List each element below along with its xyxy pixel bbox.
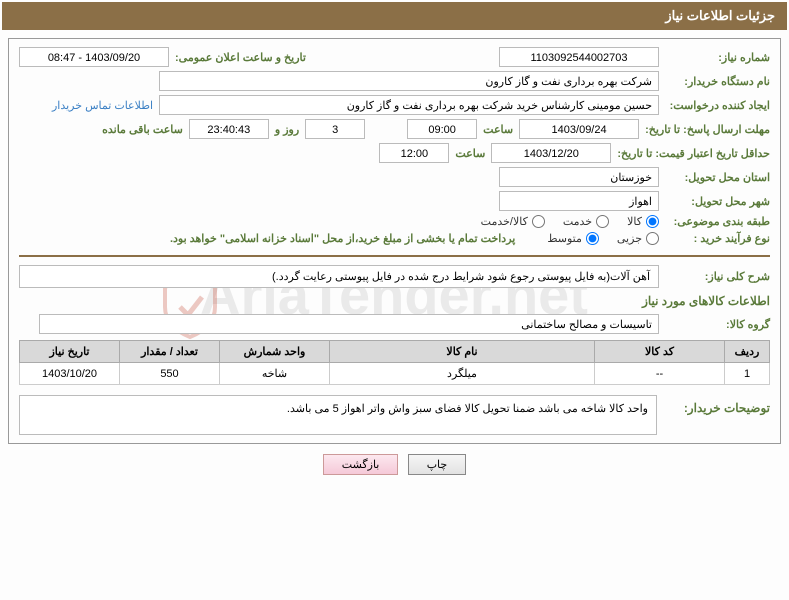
radio-medium-label: متوسط	[547, 232, 582, 245]
td-name: میلگرد	[330, 363, 595, 385]
days-remaining: 3	[305, 119, 365, 139]
row-price-validity: حداقل تاریخ اعتبار قیمت: تا تاریخ: 1403/…	[19, 143, 770, 163]
price-validity-time-label: ساعت	[455, 147, 485, 160]
price-validity-time: 12:00	[379, 143, 449, 163]
section-divider-1	[19, 255, 770, 257]
response-time-label: ساعت	[483, 123, 513, 136]
row-purchase-process: نوع فرآیند خرید : جزیی متوسط پرداخت تمام…	[19, 232, 770, 245]
row-general-desc: شرح کلی نیاز: آهن آلات(به فایل پیوستی رج…	[19, 265, 770, 288]
th-unit: واحد شمارش	[220, 341, 330, 363]
row-city: شهر محل تحویل: اهواز	[19, 191, 770, 211]
main-container: شماره نیاز: 1103092544002703 تاریخ و ساع…	[8, 38, 781, 444]
table-header-row: ردیف کد کالا نام کالا واحد شمارش تعداد /…	[20, 341, 770, 363]
province-value: خوزستان	[499, 167, 659, 187]
general-desc-value: آهن آلات(به فایل پیوستی رجوع شود شرایط د…	[19, 265, 659, 288]
goods-group-value: تاسیسات و مصالح ساختمانی	[39, 314, 659, 334]
radio-goods-input[interactable]	[646, 215, 659, 228]
td-date: 1403/10/20	[20, 363, 120, 385]
city-label: شهر محل تحویل:	[665, 195, 770, 208]
row-category: طبقه بندی موضوعی: کالا خدمت کالا/خدمت	[19, 215, 770, 228]
radio-partial[interactable]: جزیی	[617, 232, 659, 245]
announce-label: تاریخ و ساعت اعلان عمومی:	[175, 51, 306, 64]
buyer-org-label: نام دستگاه خریدار:	[665, 75, 770, 88]
category-radio-group: کالا خدمت کالا/خدمت	[481, 215, 659, 228]
requester-label: ایجاد کننده درخواست:	[665, 99, 770, 112]
th-date: تاریخ نیاز	[20, 341, 120, 363]
radio-goods-service[interactable]: کالا/خدمت	[481, 215, 545, 228]
price-validity-date: 1403/12/20	[491, 143, 611, 163]
process-radio-group: جزیی متوسط	[547, 232, 659, 245]
requester-value: حسین مومینی کارشناس خرید شرکت بهره بردار…	[159, 95, 659, 115]
price-validity-label: حداقل تاریخ اعتبار قیمت: تا تاریخ:	[617, 147, 770, 160]
row-requester: ایجاد کننده درخواست: حسین مومینی کارشناس…	[19, 95, 770, 115]
row-province: استان محل تحویل: خوزستان	[19, 167, 770, 187]
announce-value: 1403/09/20 - 08:47	[19, 47, 169, 67]
need-number-value: 1103092544002703	[499, 47, 659, 67]
remaining-label: ساعت باقی مانده	[102, 123, 183, 136]
radio-partial-input[interactable]	[646, 232, 659, 245]
buyer-notes-section: توضیحات خریدار: واحد کالا شاخه می باشد ض…	[19, 395, 770, 435]
th-code: کد کالا	[595, 341, 725, 363]
row-buyer-org: نام دستگاه خریدار: شرکت بهره برداری نفت …	[19, 71, 770, 91]
days-suffix: روز و	[275, 123, 299, 136]
radio-goods-service-label: کالا/خدمت	[481, 215, 528, 228]
province-label: استان محل تحویل:	[665, 171, 770, 184]
process-label: نوع فرآیند خرید :	[665, 232, 770, 245]
response-date: 1403/09/24	[519, 119, 639, 139]
row-response-deadline: مهلت ارسال پاسخ: تا تاریخ: 1403/09/24 سا…	[19, 119, 770, 139]
row-goods-group: گروه کالا: تاسیسات و مصالح ساختمانی	[19, 314, 770, 334]
footer-buttons: چاپ بازگشت	[0, 454, 789, 475]
goods-group-label: گروه کالا:	[665, 318, 770, 331]
radio-service-label: خدمت	[563, 215, 592, 228]
goods-section-title: اطلاعات کالاهای مورد نیاز	[19, 294, 770, 308]
buyer-org-value: شرکت بهره برداری نفت و گاز کارون	[159, 71, 659, 91]
radio-goods-label: کالا	[627, 215, 642, 228]
radio-service-input[interactable]	[596, 215, 609, 228]
process-note: پرداخت تمام یا بخشی از مبلغ خرید،از محل …	[170, 232, 515, 245]
city-value: اهواز	[499, 191, 659, 211]
response-deadline-label: مهلت ارسال پاسخ: تا تاریخ:	[645, 123, 770, 136]
radio-medium[interactable]: متوسط	[547, 232, 599, 245]
need-number-label: شماره نیاز:	[665, 51, 770, 64]
general-desc-label: شرح کلی نیاز:	[665, 270, 770, 283]
goods-table: ردیف کد کالا نام کالا واحد شمارش تعداد /…	[19, 340, 770, 385]
radio-goods[interactable]: کالا	[627, 215, 659, 228]
back-button[interactable]: بازگشت	[323, 454, 399, 475]
page-header: جزئیات اطلاعات نیاز	[2, 2, 787, 30]
th-name: نام کالا	[330, 341, 595, 363]
th-qty: تعداد / مقدار	[120, 341, 220, 363]
td-row: 1	[725, 363, 770, 385]
category-label: طبقه بندی موضوعی:	[665, 215, 770, 228]
countdown: 23:40:43	[189, 119, 269, 139]
radio-service[interactable]: خدمت	[563, 215, 609, 228]
table-row: 1 -- میلگرد شاخه 550 1403/10/20	[20, 363, 770, 385]
td-qty: 550	[120, 363, 220, 385]
buyer-contact-link[interactable]: اطلاعات تماس خریدار	[52, 99, 153, 112]
th-row: ردیف	[725, 341, 770, 363]
row-need-number: شماره نیاز: 1103092544002703 تاریخ و ساع…	[19, 47, 770, 67]
radio-medium-input[interactable]	[586, 232, 599, 245]
td-unit: شاخه	[220, 363, 330, 385]
buyer-notes-label: توضیحات خریدار:	[665, 395, 770, 435]
buyer-notes-value: واحد کالا شاخه می باشد ضمنا تحویل کالا ف…	[19, 395, 657, 435]
radio-partial-label: جزیی	[617, 232, 642, 245]
td-code: --	[595, 363, 725, 385]
print-button[interactable]: چاپ	[408, 454, 467, 475]
radio-goods-service-input[interactable]	[532, 215, 545, 228]
response-time: 09:00	[407, 119, 477, 139]
